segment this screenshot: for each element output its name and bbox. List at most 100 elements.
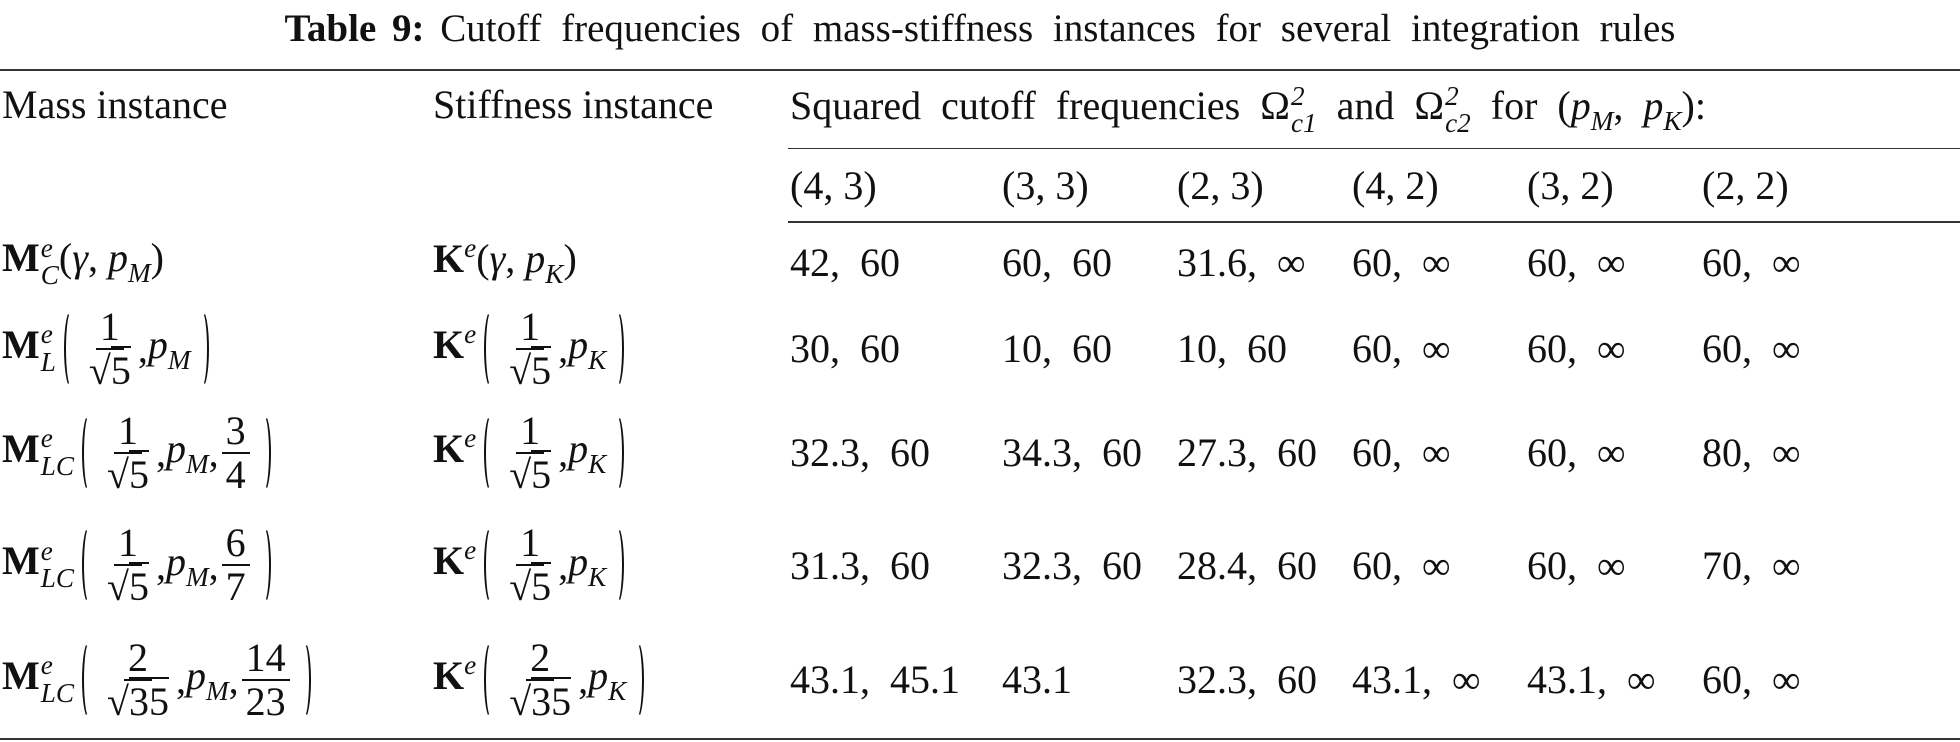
rule-header: (4, 2) (1350, 148, 1525, 223)
math-text: , (208, 430, 219, 475)
root-sign: √ (509, 451, 532, 497)
radicand: 5 (531, 345, 552, 393)
radicand: 5 (110, 345, 131, 393)
header-cell: Stiffness instance (433, 82, 714, 127)
subscript: C (40, 259, 59, 290)
math-text: , (175, 657, 186, 702)
superscript: e (40, 423, 53, 454)
denominator: √5 (103, 449, 153, 497)
caption-label: Table 9: (284, 7, 425, 50)
math-text: , (1613, 82, 1644, 128)
frequency-cell: 32.3, 60 (1177, 657, 1317, 702)
symbol-base: Ω (1260, 82, 1290, 128)
denominator: √35 (103, 676, 173, 724)
math-symbol: pM (186, 652, 229, 707)
math-text: , (228, 657, 239, 702)
frequency-cell: 43.1, 45.1 (790, 657, 960, 702)
subscript: K (1663, 105, 1682, 136)
math-text: ) (150, 234, 164, 280)
frequency-cell: 42, 60 (790, 239, 900, 285)
frequency-cell: 60, ∞ (1702, 657, 1801, 702)
symbol-base: p (568, 322, 589, 368)
math-symbol: Ω 2 c1 (1260, 82, 1316, 137)
radicand: 5 (531, 562, 552, 609)
numerator: 1 (516, 305, 545, 350)
script-stack: e LC (40, 650, 75, 708)
frequency-cell: 60, ∞ (1527, 326, 1626, 371)
subscript: LC (40, 450, 75, 481)
rule-header: (3, 3) (1000, 148, 1175, 223)
superscript: 2 (1445, 80, 1459, 111)
frequency-cell: 10, 60 (1002, 326, 1112, 371)
fraction: 1 √5 (103, 522, 153, 609)
frequency-cell: 80, ∞ (1702, 430, 1801, 475)
subscript: K (588, 561, 607, 592)
frequency-cell: 27.3, 60 (1177, 430, 1317, 475)
superscript: e (40, 650, 53, 681)
subscript: K (608, 675, 627, 706)
frequency-cell: 60, ∞ (1527, 239, 1626, 285)
stiffness-cell: Ke(γ, pK) (431, 222, 788, 301)
math-symbol: pM (166, 538, 209, 593)
root-sign: √ (107, 451, 129, 497)
symbol-base: M (2, 425, 40, 471)
fraction: 2 √35 (103, 636, 173, 724)
fraction: 1 √5 (505, 522, 555, 609)
frequency-cell: 31.3, 60 (790, 542, 930, 588)
numerator: 1 (114, 409, 142, 454)
math-text: , (505, 236, 526, 282)
symbol-base: p (147, 322, 168, 368)
math-symbol: pM (1571, 83, 1614, 136)
parenthesis-group: 1 √5, pM (64, 305, 209, 393)
subscript: M (205, 675, 229, 706)
numerator: 6 (221, 522, 250, 566)
symbol-base: K (433, 538, 465, 584)
frequency-cell: 32.3, 60 (1002, 542, 1142, 588)
numerator: 2 (526, 636, 555, 681)
denominator: √5 (505, 562, 555, 609)
subscript: LC (40, 677, 75, 708)
math-symbol: pK (588, 652, 626, 707)
script-stack: 2 c1 (1290, 80, 1317, 137)
numerator: 14 (241, 636, 290, 681)
symbol-base: M (2, 321, 40, 367)
superscript: e (40, 232, 53, 263)
stiffness-cell: Ke 2 √35, pK (431, 621, 788, 739)
frequency-cell: 60, 60 (1002, 239, 1112, 285)
caption-text: Cutoff frequencies of mass-stiffness ins… (440, 7, 1676, 50)
math-symbol: pM (148, 321, 191, 376)
math-symbol: pK (568, 321, 606, 376)
symbol-base: γ (489, 236, 506, 282)
table-body: Mass instance Stiffness instance Squared… (0, 70, 1960, 739)
math-text: ( (58, 234, 73, 280)
denominator: √35 (505, 676, 575, 724)
math-symbol: Ke (433, 233, 476, 281)
subscript: M (128, 257, 151, 288)
frequency-cell: 60, ∞ (1702, 326, 1801, 371)
denominator: √5 (505, 345, 555, 393)
superscript: 2 (1290, 80, 1305, 111)
symbol-base: K (433, 425, 465, 471)
stiffness-cell: Ke 1 √5, pK (431, 509, 788, 621)
symbol-base: p (165, 426, 186, 472)
radicand: 5 (128, 562, 149, 609)
subscript: c2 (1445, 107, 1471, 138)
math-symbol: Ke (433, 650, 476, 698)
math-symbol: pK (568, 425, 606, 480)
frequency-cell: 10, 60 (1177, 326, 1287, 371)
numerator: 1 (95, 305, 124, 350)
symbol-base: Ω (1414, 82, 1445, 128)
symbol-base: γ (72, 234, 88, 280)
numerator: 1 (516, 409, 545, 454)
frequency-cell: 60, ∞ (1702, 239, 1801, 285)
math-text: , (558, 542, 569, 588)
rule-header: (2, 3) (1175, 148, 1350, 223)
subheader-row: (4, 3) (3, 3) (2, 3) (4, 2) (3, 2) (2, 2) (0, 148, 1960, 223)
